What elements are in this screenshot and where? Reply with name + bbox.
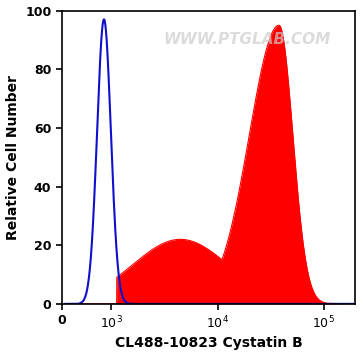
Text: WWW.PTGLAB.COM: WWW.PTGLAB.COM: [163, 32, 330, 47]
Y-axis label: Relative Cell Number: Relative Cell Number: [5, 75, 19, 240]
X-axis label: CL488-10823 Cystatin B: CL488-10823 Cystatin B: [115, 336, 303, 350]
